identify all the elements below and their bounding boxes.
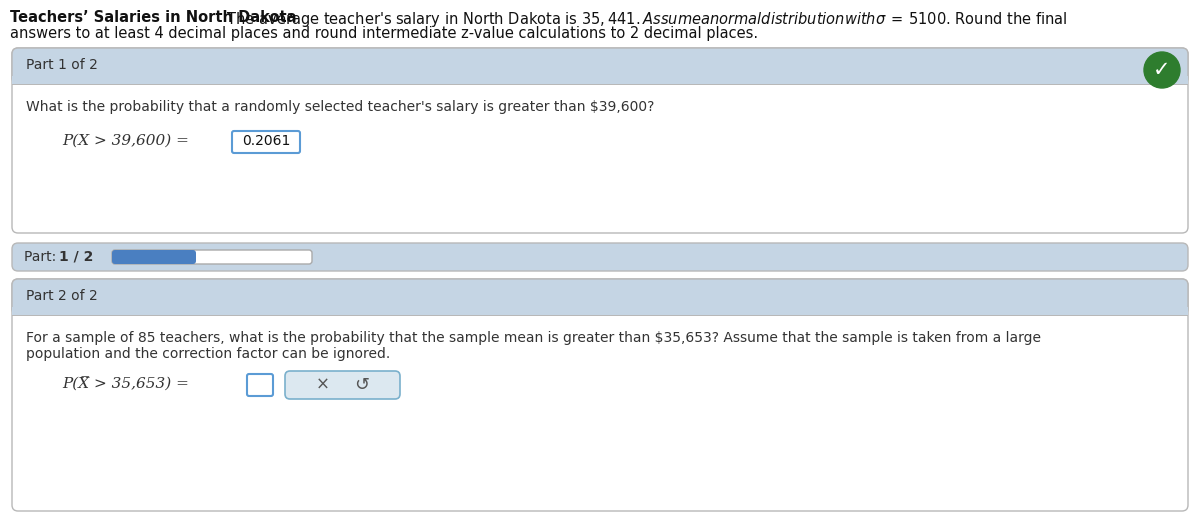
Text: 0.2061: 0.2061	[242, 134, 290, 148]
Text: ✓: ✓	[1153, 60, 1171, 80]
Text: Part:: Part:	[24, 250, 61, 264]
FancyBboxPatch shape	[112, 250, 196, 264]
Bar	[12, 76, 1188, 84]
FancyBboxPatch shape	[232, 131, 300, 153]
FancyBboxPatch shape	[112, 250, 312, 264]
Text: For a sample of 85 teachers, what is the probability that the sample mean is gre: For a sample of 85 teachers, what is the…	[26, 331, 1042, 345]
Bar	[12, 84, 1188, 85]
Text: answers to at least 4 decimal places and round intermediate z-value calculations: answers to at least 4 decimal places and…	[10, 26, 758, 41]
FancyBboxPatch shape	[12, 279, 1188, 315]
Text: P(X̅ > 35,653) =: P(X̅ > 35,653) =	[62, 377, 188, 391]
Text: P(X > 39,600) =: P(X > 39,600) =	[62, 134, 188, 148]
Text: Part 2 of 2: Part 2 of 2	[26, 289, 97, 303]
Bar	[12, 315, 1188, 316]
FancyBboxPatch shape	[12, 48, 1188, 84]
FancyBboxPatch shape	[286, 371, 400, 399]
Text: The average teacher's salary in North Dakota is $35,441. Assume a normal distrib: The average teacher's salary in North Da…	[222, 10, 1067, 29]
Text: ↺: ↺	[354, 376, 370, 394]
FancyBboxPatch shape	[247, 374, 274, 396]
Text: What is the probability that a randomly selected teacher's salary is greater tha: What is the probability that a randomly …	[26, 100, 654, 114]
FancyBboxPatch shape	[12, 279, 1188, 511]
Text: ×: ×	[316, 376, 330, 394]
Bar	[12, 307, 1188, 315]
FancyBboxPatch shape	[12, 243, 1188, 271]
Text: population and the correction factor can be ignored.: population and the correction factor can…	[26, 347, 390, 361]
Text: Part 1 of 2: Part 1 of 2	[26, 58, 98, 72]
Circle shape	[1144, 52, 1180, 88]
FancyBboxPatch shape	[12, 48, 1188, 233]
Text: 1 / 2: 1 / 2	[59, 250, 94, 264]
Text: Teachers’ Salaries in North Dakota: Teachers’ Salaries in North Dakota	[10, 10, 296, 25]
